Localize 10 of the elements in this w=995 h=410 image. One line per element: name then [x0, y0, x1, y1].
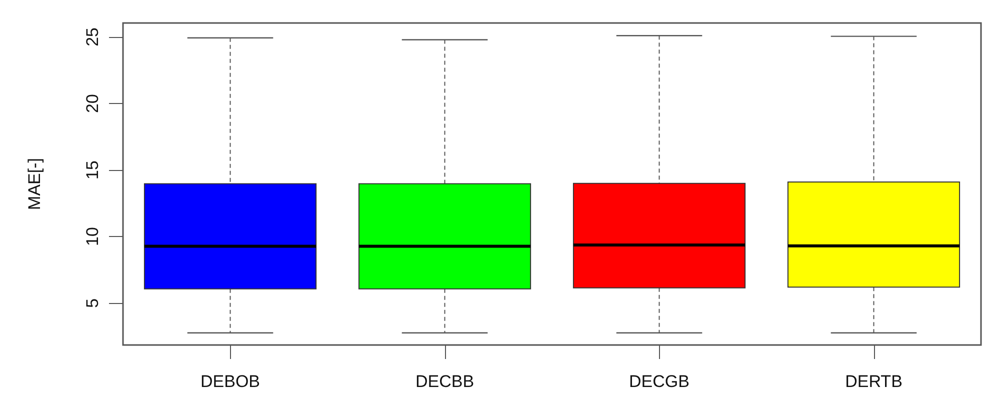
x-tick-label: DERTB: [845, 372, 902, 391]
x-tick-label: DEBOB: [200, 372, 260, 391]
y-tick-label: 15: [83, 160, 102, 180]
x-tick-label: DECGB: [629, 372, 690, 391]
x-tick-label: DECBB: [415, 372, 474, 391]
y-tick-label: 25: [83, 28, 102, 46]
y-tick-label: 5: [83, 298, 102, 308]
y-tick-label: 10: [83, 227, 102, 246]
y-axis-title: MAE[-]: [25, 158, 44, 210]
y-tick-label: 20: [83, 94, 102, 113]
